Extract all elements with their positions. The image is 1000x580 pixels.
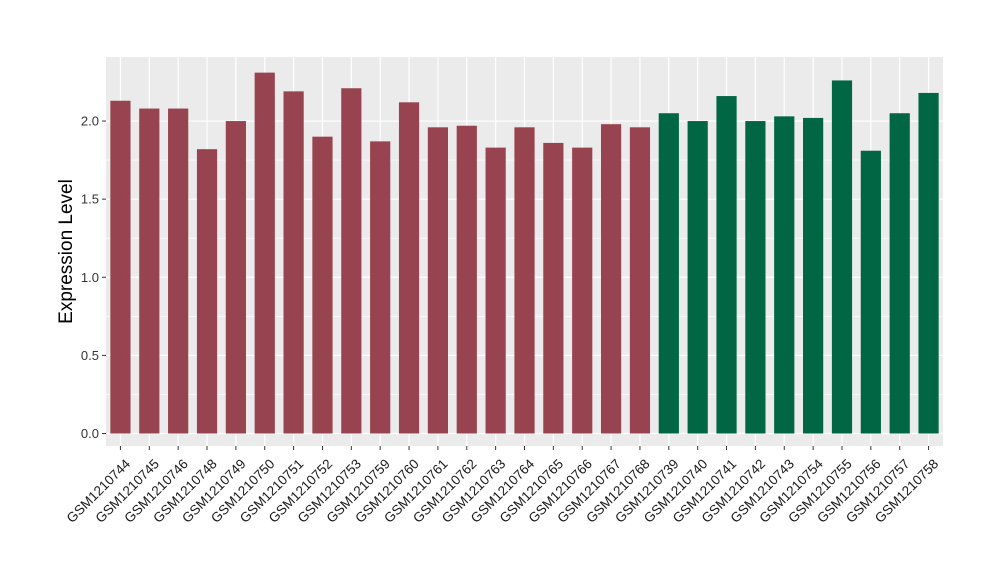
bar-gsm1210760 xyxy=(398,102,420,434)
y-tick-label: 1.0 xyxy=(81,270,99,285)
bar-gsm1210761 xyxy=(427,127,449,434)
bar-gsm1210759 xyxy=(370,141,391,434)
bar-gsm1210743 xyxy=(774,116,795,434)
y-tick-label: 0.5 xyxy=(81,348,99,363)
bars xyxy=(110,72,939,434)
bar-gsm1210750 xyxy=(254,72,275,434)
bar-gsm1210764 xyxy=(514,127,535,434)
bar-gsm1210740 xyxy=(687,121,708,434)
bar-gsm1210744 xyxy=(110,100,131,434)
bar-gsm1210768 xyxy=(629,127,651,434)
bar-gsm1210758 xyxy=(918,92,939,434)
bar-gsm1210754 xyxy=(803,117,824,434)
bar-gsm1210765 xyxy=(543,142,564,434)
y-tick-label: 0.0 xyxy=(81,426,99,441)
bar-gsm1210763 xyxy=(485,147,506,434)
y-tick-label: 2.0 xyxy=(81,114,99,129)
bar-gsm1210766 xyxy=(572,147,593,434)
bar-gsm1210762 xyxy=(456,125,477,434)
bar-gsm1210756 xyxy=(860,150,881,434)
y-axis: 0.0 0.5 1.0 1.5 2.0 xyxy=(81,114,106,441)
bar-gsm1210739 xyxy=(658,113,679,434)
bar-gsm1210755 xyxy=(831,80,853,434)
bar-gsm1210741 xyxy=(716,96,737,434)
bar-gsm1210742 xyxy=(745,121,766,434)
bar-gsm1210746 xyxy=(168,108,189,434)
bar-gsm1210767 xyxy=(600,124,622,434)
bar-gsm1210745 xyxy=(139,108,160,434)
y-axis-title: Expression Level xyxy=(56,179,77,324)
y-tick-label: 1.5 xyxy=(81,192,99,207)
bar-gsm1210757 xyxy=(889,113,910,434)
x-axis: GSM1210744GSM1210745GSM1210746GSM1210748… xyxy=(64,446,941,526)
bar-gsm1210749 xyxy=(225,121,246,434)
bar-gsm1210753 xyxy=(341,88,362,434)
bar-gsm1210752 xyxy=(312,136,333,434)
bar-gsm1210751 xyxy=(283,91,304,434)
bar-gsm1210748 xyxy=(196,149,218,434)
